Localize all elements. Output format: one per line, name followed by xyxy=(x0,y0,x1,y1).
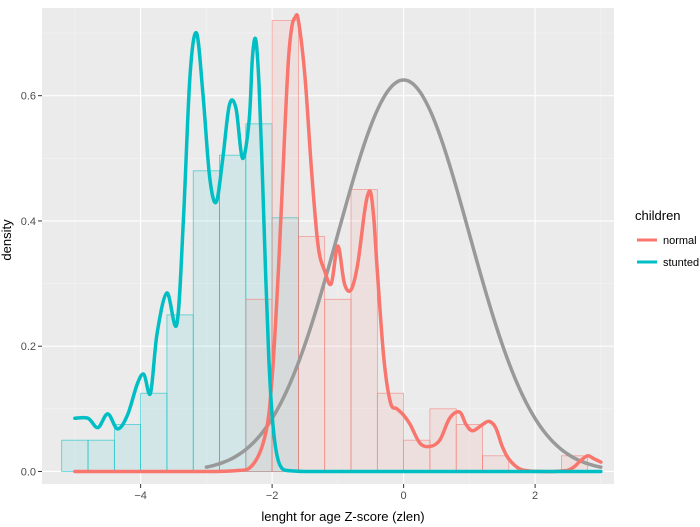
y-tick-label: 0.4 xyxy=(21,216,36,228)
x-tick-label: −2 xyxy=(266,490,279,502)
x-axis-title: lenght for age Z-score (zlen) xyxy=(261,509,424,524)
stunted-histogram xyxy=(61,123,299,472)
legend-label-normal: normal xyxy=(663,235,697,247)
y-tick-label: 0.2 xyxy=(21,341,36,353)
x-tick-label: −4 xyxy=(134,490,147,502)
stunted-histogram-bar xyxy=(140,392,168,472)
normal-histogram-bar xyxy=(482,455,510,472)
stunted-density-curve xyxy=(73,31,603,474)
x-tick-label: 0 xyxy=(401,490,407,502)
stunted-histogram-bar xyxy=(61,439,89,472)
normal-histogram-bar xyxy=(350,189,378,472)
stunted-histogram-bar xyxy=(192,170,220,472)
stunted-histogram-bar xyxy=(166,314,194,472)
stunted-histogram-bar xyxy=(219,154,247,472)
x-tick-label: 2 xyxy=(532,490,538,502)
normal-histogram-bar xyxy=(429,408,457,472)
normal-histogram-bar xyxy=(455,424,483,472)
stunted-histogram-bar xyxy=(113,424,141,472)
y-tick-label: 0.0 xyxy=(21,466,36,478)
y-axis-title: density xyxy=(0,219,14,261)
legend-label-stunted: stunted xyxy=(663,257,699,269)
normal-density-curve xyxy=(73,13,603,474)
legend: children normal stunted xyxy=(635,208,699,269)
y-tick-label: 0.6 xyxy=(21,91,36,103)
plot-panel xyxy=(42,8,614,484)
x-axis-ticks: −4 −2 0 2 xyxy=(134,484,538,502)
density-curves xyxy=(73,13,603,474)
y-axis-ticks: 0.0 0.2 0.4 0.6 xyxy=(21,91,42,478)
stunted-histogram-bar xyxy=(271,217,299,472)
normal-histogram-bar xyxy=(324,298,352,472)
stunted-histogram-bar xyxy=(87,439,115,472)
legend-title: children xyxy=(635,208,681,223)
